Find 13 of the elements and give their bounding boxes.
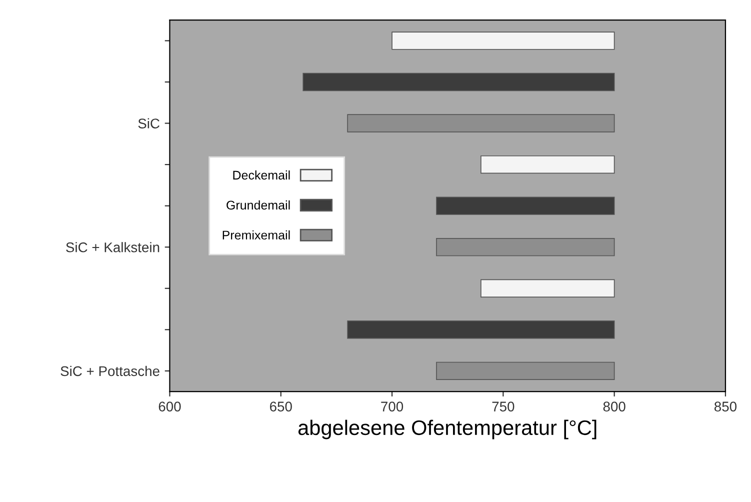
legend-label: Deckemail xyxy=(233,170,290,180)
x-tick-label: 600 xyxy=(158,402,181,412)
x-tick-label: 750 xyxy=(492,402,514,412)
x-tick-label: 800 xyxy=(603,402,626,412)
x-tick-label: 700 xyxy=(381,402,404,412)
y-tick-label: SiC + Kalkstein xyxy=(66,242,160,252)
x-tick-label: 650 xyxy=(270,402,292,412)
x-tick-label: 850 xyxy=(714,402,737,412)
y-tick-label: SiC xyxy=(138,118,160,128)
x-axis-title: abgelesene Ofentemperatur [°C] xyxy=(298,420,596,440)
legend-label: Grundemail xyxy=(226,200,290,210)
legend-label: Premixemail xyxy=(222,230,290,240)
y-tick-label: SiC + Pottasche xyxy=(60,366,160,376)
